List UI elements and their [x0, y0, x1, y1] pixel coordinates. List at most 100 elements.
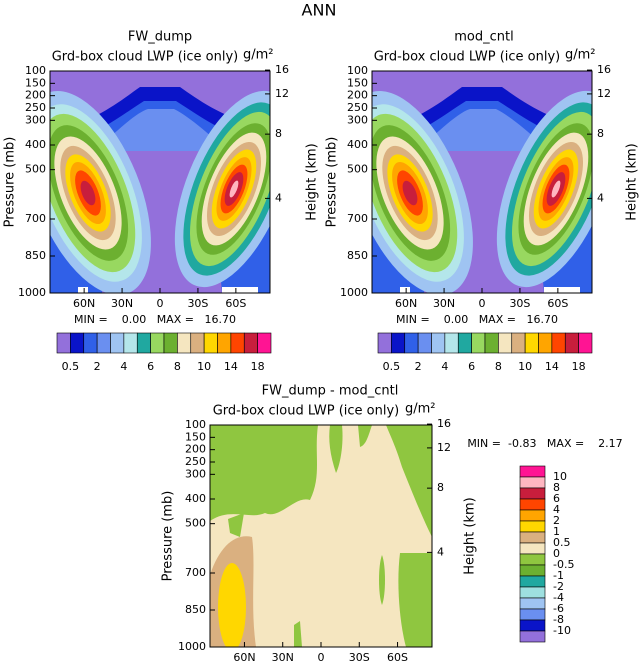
y2-tick-label: 4 — [597, 191, 604, 204]
x-tick-label: 0 — [318, 651, 325, 664]
y-tick-label: 100 — [25, 64, 46, 77]
y-axis-label: Pressure (mb) — [3, 137, 18, 228]
y2-tick-label: 12 — [437, 441, 451, 454]
x-tick-label: 60S — [547, 297, 568, 310]
y-tick-label: 300 — [185, 467, 206, 480]
colorbar-label: -8 — [553, 613, 564, 626]
colorbar-box — [519, 630, 546, 643]
colorbar-label: 1 — [553, 525, 560, 538]
colorbar-box — [377, 332, 392, 354]
y2-tick-label: 4 — [437, 545, 444, 558]
y-tick-label: 200 — [25, 89, 46, 102]
colorbar-box — [110, 332, 125, 354]
stats-label: MIN = -0.83 MAX = 2.17 — [467, 437, 622, 450]
colorbar-label: 4 — [441, 360, 448, 373]
colorbar-box — [538, 332, 553, 354]
y-tick-label: 300 — [347, 113, 368, 126]
y-tick-label: 500 — [185, 517, 206, 530]
colorbar-label: -1 — [553, 569, 564, 582]
colorbar-box — [391, 332, 406, 354]
colorbar-label: 6 — [468, 360, 475, 373]
x-tick-label: 60N — [73, 297, 95, 310]
panel-title: FW_dump — [128, 30, 192, 45]
y2-tick-label: 8 — [275, 127, 282, 140]
colorbar-box — [217, 332, 232, 354]
colorbar-box — [177, 332, 192, 354]
colorbar-label: 6 — [147, 360, 154, 373]
y-tick-label: 1000 — [18, 286, 46, 299]
colorbar-label: 0 — [553, 547, 560, 560]
y-tick-label: 700 — [185, 566, 206, 579]
colorbar-label: 8 — [174, 360, 181, 373]
y2-tick-label: 16 — [437, 417, 451, 430]
colorbar-label: 10 — [518, 360, 532, 373]
units-label: g/m² — [243, 48, 274, 63]
y-tick-label: 400 — [185, 492, 206, 505]
colorbar-box — [519, 586, 546, 599]
colorbar-label: 18 — [572, 360, 586, 373]
colorbar-box — [444, 332, 459, 354]
x-tick-label: 30S — [509, 297, 530, 310]
units-label: g/m² — [405, 402, 436, 417]
colorbar-label: 14 — [224, 360, 238, 373]
colorbar-box — [404, 332, 419, 354]
contour-field — [210, 425, 432, 647]
colorbar-label: 4 — [553, 503, 560, 516]
colorbar-box — [136, 332, 151, 354]
x-tick-label: 0 — [157, 297, 164, 310]
colorbar-box — [83, 332, 98, 354]
colorbar-box — [257, 332, 272, 354]
colorbar-label: -10 — [553, 624, 571, 637]
colorbar-label: 8 — [553, 481, 560, 494]
colorbar-box — [96, 332, 111, 354]
colorbar-box — [243, 332, 258, 354]
panel-subtitle: Grd-box cloud LWP (ice only) — [374, 50, 561, 65]
y-tick-label: 500 — [25, 163, 46, 176]
colorbar-box — [150, 332, 165, 354]
y2-axis-label: Height (km) — [463, 497, 478, 574]
colorbar-box — [471, 332, 486, 354]
colorbar-box — [70, 332, 85, 354]
y-tick-label: 850 — [185, 603, 206, 616]
y-tick-label: 150 — [185, 430, 206, 443]
stats-label: MIN = 0.00 MAX = 16.70 — [396, 313, 558, 326]
colorbar-box — [519, 476, 546, 489]
y-tick-label: 200 — [347, 89, 368, 102]
colorbar-label: 0.5 — [553, 536, 571, 549]
y-tick-label: 1000 — [340, 286, 368, 299]
panel-title: FW_dump - mod_cntl — [262, 384, 399, 399]
colorbar-box — [519, 608, 546, 621]
x-tick-label: 60N — [233, 651, 255, 664]
colorbar-box — [519, 509, 546, 522]
colorbar-box — [519, 487, 546, 500]
colorbar-box — [123, 332, 138, 354]
colorbar-box — [484, 332, 499, 354]
colorbar-box — [519, 542, 546, 555]
y-tick-label: 150 — [347, 76, 368, 89]
panel-title: mod_cntl — [454, 30, 513, 45]
contour-field — [372, 71, 592, 293]
colorbar-label: 10 — [553, 470, 567, 483]
x-tick-label: 30N — [111, 297, 133, 310]
colorbar-label: -4 — [553, 591, 564, 604]
colorbar-box — [417, 332, 432, 354]
x-tick-label: 0 — [479, 297, 486, 310]
y-tick-label: 300 — [25, 113, 46, 126]
y2-tick-label: 16 — [275, 63, 289, 76]
colorbar-label: 0.5 — [383, 360, 401, 373]
y2-tick-label: 8 — [597, 127, 604, 140]
colorbar-label: -2 — [553, 580, 564, 593]
panel-subtitle: Grd-box cloud LWP (ice only) — [52, 50, 239, 65]
x-tick-label: 60N — [395, 297, 417, 310]
x-tick-label: 60S — [387, 651, 408, 664]
colorbar-box — [498, 332, 513, 354]
colorbar-box — [519, 520, 546, 533]
y-axis-label: Pressure (mb) — [161, 491, 176, 582]
colorbar-label: 6 — [553, 492, 560, 505]
y-tick-label: 250 — [185, 455, 206, 468]
colorbar-box — [551, 332, 566, 354]
y-tick-label: 250 — [25, 101, 46, 114]
colorbar-label: 8 — [495, 360, 502, 373]
colorbar-box — [431, 332, 446, 354]
